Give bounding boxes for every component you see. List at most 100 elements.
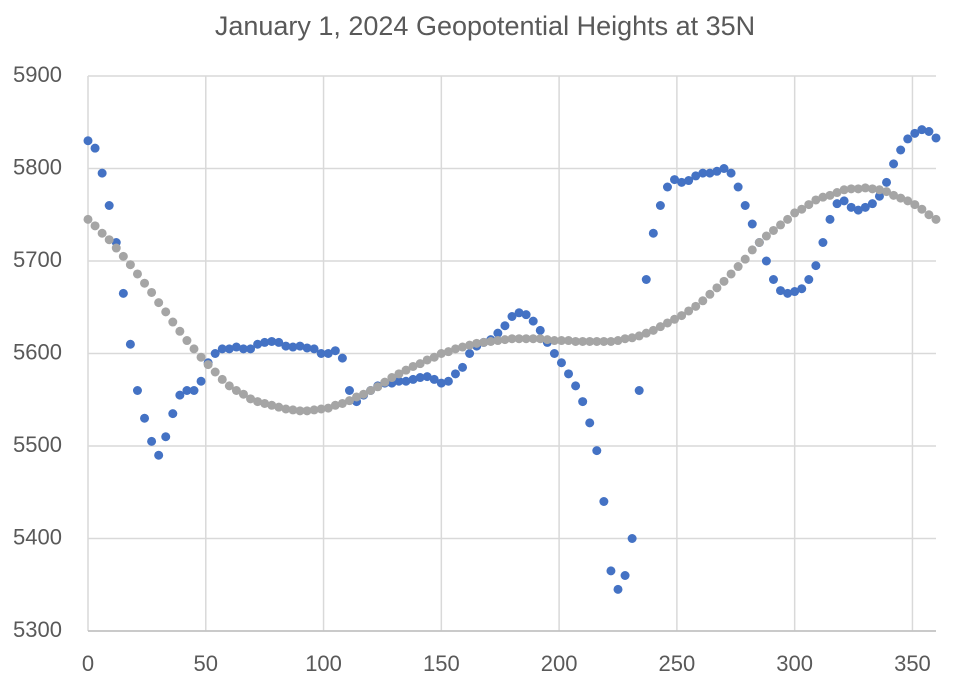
data-point xyxy=(231,386,241,395)
data-point xyxy=(111,243,121,253)
data-point xyxy=(556,336,566,346)
data-point xyxy=(903,196,913,206)
data-point xyxy=(118,251,128,261)
x-tick-label: 150 xyxy=(423,651,460,676)
data-point xyxy=(549,349,559,358)
x-tick-label: 100 xyxy=(305,651,342,676)
data-point xyxy=(500,321,510,331)
data-point xyxy=(493,336,503,346)
data-point xyxy=(585,418,595,428)
data-point xyxy=(662,182,672,192)
data-point xyxy=(655,201,665,210)
data-point xyxy=(246,394,256,404)
data-point xyxy=(83,214,93,224)
x-tick-label: 350 xyxy=(894,651,931,676)
data-point xyxy=(267,400,277,410)
x-tick-label: 200 xyxy=(541,651,578,676)
data-point xyxy=(147,287,157,297)
data-point xyxy=(373,382,383,392)
data-point xyxy=(740,201,750,210)
data-point xyxy=(924,210,934,220)
data-point xyxy=(203,360,213,370)
data-point xyxy=(366,386,376,395)
data-point xyxy=(288,342,298,352)
data-point xyxy=(323,349,333,358)
y-tick-label: 5300 xyxy=(13,617,62,642)
data-point xyxy=(118,288,128,298)
data-point xyxy=(783,214,793,224)
data-point xyxy=(846,202,856,212)
data-point xyxy=(132,269,142,279)
data-point xyxy=(655,322,665,332)
data-point xyxy=(472,338,482,348)
data-point xyxy=(260,398,270,408)
data-point xyxy=(458,342,468,352)
data-point xyxy=(804,200,814,210)
data-point xyxy=(175,390,185,400)
x-tick-label: 0 xyxy=(82,651,94,676)
data-point xyxy=(436,378,446,388)
data-point xyxy=(768,225,778,235)
data-point xyxy=(458,362,468,372)
data-point xyxy=(535,334,545,344)
data-point xyxy=(359,389,369,399)
data-point xyxy=(747,245,757,255)
data-point xyxy=(818,238,828,247)
data-point xyxy=(246,344,256,354)
data-point xyxy=(613,336,623,346)
data-point xyxy=(910,200,920,210)
data-point xyxy=(281,341,291,351)
data-point xyxy=(832,199,842,209)
data-point xyxy=(316,349,326,358)
data-point xyxy=(337,398,347,408)
data-point xyxy=(189,344,199,354)
data-point xyxy=(889,190,899,200)
data-point xyxy=(853,184,863,194)
data-point xyxy=(140,278,150,288)
data-point xyxy=(429,352,439,362)
data-point xyxy=(691,171,701,181)
data-point xyxy=(514,334,524,344)
data-point xyxy=(670,314,680,324)
data-point xyxy=(267,336,277,346)
data-point xyxy=(677,177,687,187)
data-point xyxy=(182,386,192,395)
data-point xyxy=(634,386,644,395)
data-point xyxy=(479,337,489,347)
data-point xyxy=(465,349,475,358)
data-point xyxy=(931,133,941,143)
data-point xyxy=(606,566,616,576)
data-point xyxy=(132,386,142,395)
data-point xyxy=(175,326,185,336)
data-point xyxy=(161,432,171,442)
data-point xyxy=(578,397,588,407)
data-point xyxy=(302,406,312,416)
data-point xyxy=(896,145,906,155)
data-point xyxy=(309,405,319,415)
data-point xyxy=(599,336,609,346)
data-point xyxy=(648,228,658,238)
data-point xyxy=(253,339,263,349)
data-point xyxy=(924,127,934,136)
data-point xyxy=(811,261,821,271)
data-point xyxy=(344,386,354,395)
data-point xyxy=(818,192,828,202)
data-point xyxy=(804,275,814,284)
data-point xyxy=(712,166,722,176)
data-point xyxy=(726,168,736,178)
data-point xyxy=(846,184,856,194)
data-point xyxy=(436,349,446,358)
data-point xyxy=(797,284,807,294)
data-point xyxy=(783,288,793,298)
data-point xyxy=(754,238,764,247)
data-point xyxy=(599,497,609,506)
data-point xyxy=(210,367,220,377)
data-point xyxy=(288,405,298,415)
data-point xyxy=(903,134,913,144)
data-point xyxy=(196,352,206,362)
data-point xyxy=(274,337,284,347)
data-point xyxy=(677,311,687,321)
data-point xyxy=(507,312,517,321)
y-tick-label: 5900 xyxy=(13,62,62,87)
